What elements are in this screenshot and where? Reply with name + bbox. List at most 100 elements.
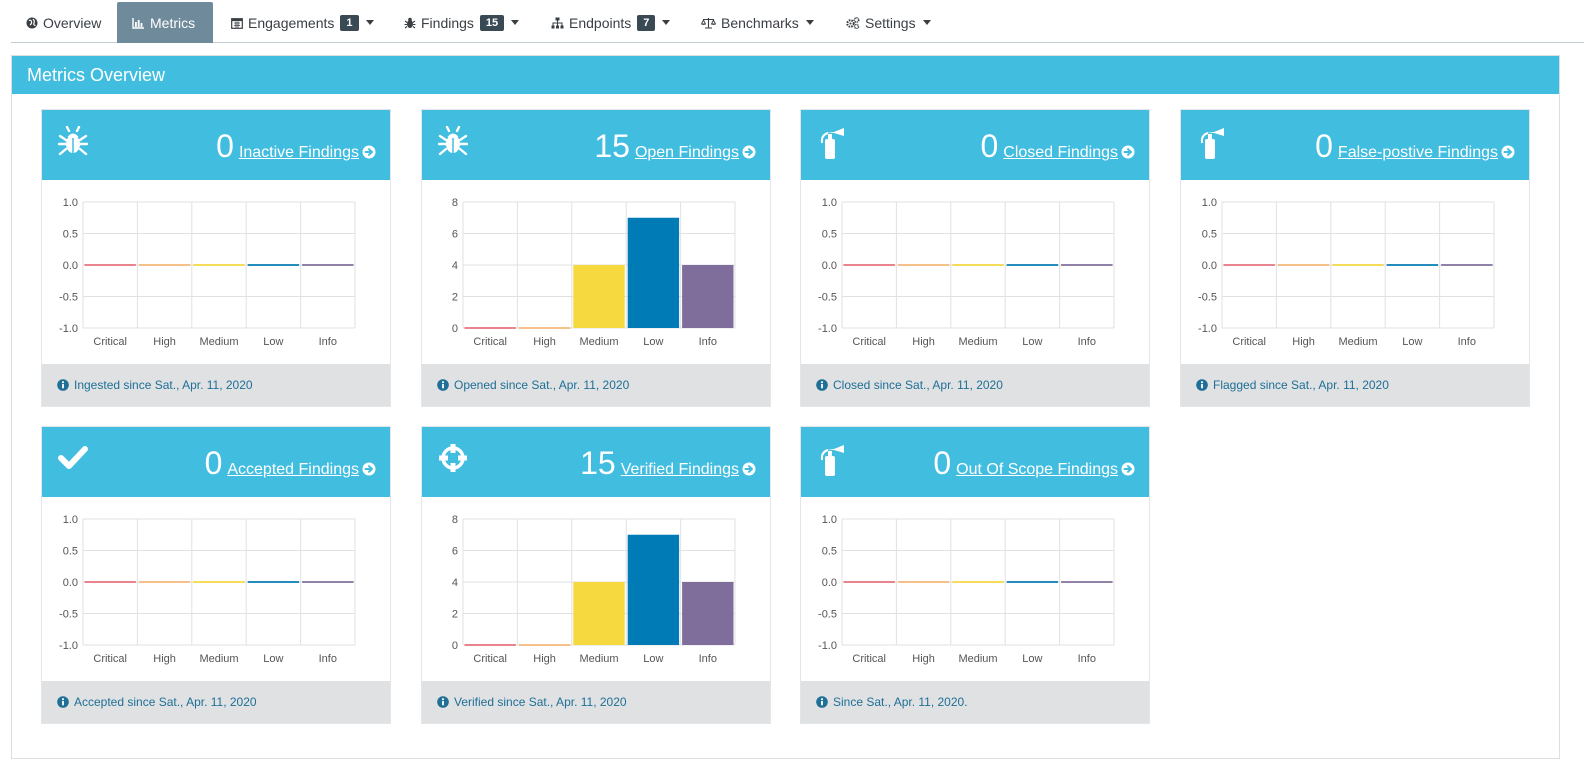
- x-tick-label: Medium: [958, 653, 997, 665]
- x-tick-label: Critical: [93, 653, 127, 665]
- y-tick-label: -0.5: [59, 292, 78, 304]
- metric-card-false-positive: 0 False-postive Findings 1.0 0.5 0.0 -0.5 -1…: [1180, 109, 1530, 407]
- bar-medium: [952, 264, 1004, 266]
- fire-extinguisher-icon: [817, 443, 847, 477]
- bar-critical: [464, 327, 516, 329]
- findings-count: 0: [216, 128, 234, 164]
- severity-bar-chart: 1.0 0.5 0.0 -0.5 -1.0 Critical High Medium Low In…: [59, 197, 356, 348]
- chevron-down-icon: [365, 20, 374, 25]
- info-icon: [1196, 379, 1208, 391]
- fire-extinguisher-icon: [1197, 126, 1227, 160]
- y-tick-label: 6: [452, 546, 458, 558]
- metrics-panel: Metrics Overview: [11, 55, 1560, 759]
- bug-icon: [404, 17, 416, 28]
- y-tick-label: -1.0: [59, 323, 78, 335]
- bar-critical: [843, 581, 895, 583]
- y-tick-label: 1.0: [822, 197, 837, 209]
- y-tick-label: 4: [452, 260, 458, 272]
- tab-settings[interactable]: Settings: [831, 2, 946, 43]
- verified-findings-link[interactable]: Verified Findings: [621, 460, 756, 479]
- metric-card-open: 15 Open Findings 8 6 4 2 0 Critical High Medium…: [421, 109, 771, 407]
- y-tick-label: 8: [452, 197, 458, 209]
- tab-endpoints[interactable]: Endpoints 7: [536, 2, 685, 43]
- info-icon: [57, 379, 69, 391]
- y-tick-label: -0.5: [1198, 292, 1217, 304]
- main-nav: Overview Metrics Engagements 1 Findings …: [11, 2, 1584, 43]
- info-icon: [437, 379, 449, 391]
- false-positive-findings-link[interactable]: False-postive Findings: [1338, 143, 1515, 162]
- severity-bar-chart: 1.0 0.5 0.0 -0.5 -1.0 Critical High Medium Low In…: [818, 197, 1115, 348]
- info-icon: [437, 696, 449, 708]
- bar-low: [247, 581, 300, 583]
- tab-label: Settings: [865, 14, 916, 31]
- bug-icon: [438, 126, 468, 156]
- x-tick-label: Info: [699, 336, 717, 348]
- bar-critical: [84, 264, 136, 266]
- check-icon: [58, 443, 88, 473]
- arrow-circle-right-icon: [742, 145, 756, 159]
- tab-label: Engagements: [248, 14, 335, 31]
- x-tick-label: Critical: [852, 336, 886, 348]
- findings-count: 0: [204, 445, 223, 481]
- bar-chart-icon: [132, 17, 144, 29]
- y-tick-label: 1.0: [1202, 197, 1217, 209]
- x-tick-label: Low: [1022, 336, 1042, 348]
- bar-high: [138, 264, 191, 266]
- x-tick-label: Info: [319, 336, 337, 348]
- bar-medium: [1332, 264, 1384, 266]
- arrow-circle-right-icon: [362, 145, 376, 159]
- arrow-circle-right-icon: [1121, 462, 1135, 476]
- x-tick-label: Medium: [958, 336, 997, 348]
- card-footer: Opened since Sat., Apr. 11, 2020: [422, 364, 770, 406]
- y-tick-label: 0.0: [822, 577, 837, 589]
- bar-medium: [193, 264, 245, 266]
- card-header: 0 Inactive Findings: [42, 110, 390, 180]
- y-tick-label: 0: [452, 323, 458, 335]
- severity-bar-chart: 8 6 4 2 0 Critical High Medium Low Info: [452, 197, 736, 348]
- card-footer: Closed since Sat., Apr. 11, 2020: [801, 364, 1149, 406]
- x-tick-label: Low: [643, 336, 663, 348]
- x-tick-label: High: [912, 336, 935, 348]
- globe-icon: [26, 17, 38, 28]
- y-tick-label: 2: [452, 609, 458, 621]
- card-footer: Accepted since Sat., Apr. 11, 2020: [42, 681, 390, 723]
- card-header: 0 Closed Findings: [801, 110, 1149, 180]
- bar-info: [1061, 581, 1113, 583]
- bar-critical: [843, 264, 895, 266]
- y-tick-label: 8: [452, 514, 458, 526]
- y-tick-label: 0: [452, 640, 458, 652]
- footer-text: Opened since Sat., Apr. 11, 2020: [454, 378, 630, 392]
- accepted-findings-link[interactable]: Accepted Findings: [227, 460, 376, 479]
- footer-text: Closed since Sat., Apr. 11, 2020: [833, 378, 1003, 392]
- findings-count: 15: [594, 128, 630, 164]
- inactive-findings-link[interactable]: Inactive Findings: [239, 143, 376, 162]
- out-of-scope-findings-link[interactable]: Out Of Scope Findings: [956, 460, 1135, 479]
- card-header: 0 Accepted Findings: [42, 427, 390, 497]
- chevron-down-icon: [922, 20, 931, 25]
- card-header: 0 False-postive Findings: [1181, 110, 1529, 180]
- card-footer: Since Sat., Apr. 11, 2020.: [801, 681, 1149, 723]
- severity-bar-chart: 8 6 4 2 0 Critical High Medium Low Info: [452, 514, 736, 665]
- open-findings-link[interactable]: Open Findings: [635, 143, 756, 162]
- x-tick-label: Medium: [1338, 336, 1377, 348]
- findings-count: 15: [580, 445, 616, 481]
- bar-critical: [1223, 264, 1275, 266]
- tab-overview[interactable]: Overview: [11, 2, 116, 43]
- x-tick-label: Critical: [473, 653, 507, 665]
- tab-metrics[interactable]: Metrics: [117, 2, 213, 43]
- tab-benchmarks[interactable]: Benchmarks: [686, 2, 829, 43]
- tab-label: Metrics: [150, 14, 196, 31]
- tab-findings[interactable]: Findings 15: [389, 2, 534, 43]
- bar-medium: [193, 581, 245, 583]
- footer-text: Since Sat., Apr. 11, 2020.: [833, 695, 968, 709]
- bar-critical: [84, 581, 136, 583]
- link-label: Out Of Scope Findings: [956, 461, 1118, 478]
- closed-findings-link[interactable]: Closed Findings: [1003, 143, 1135, 162]
- tab-label: Findings: [421, 14, 474, 31]
- info-icon: [57, 696, 69, 708]
- x-tick-label: Low: [643, 653, 663, 665]
- sitemap-icon: [551, 17, 564, 28]
- footer-text: Accepted since Sat., Apr. 11, 2020: [74, 695, 257, 709]
- tab-engagements[interactable]: Engagements 1: [216, 2, 389, 43]
- y-tick-label: -0.5: [59, 609, 78, 621]
